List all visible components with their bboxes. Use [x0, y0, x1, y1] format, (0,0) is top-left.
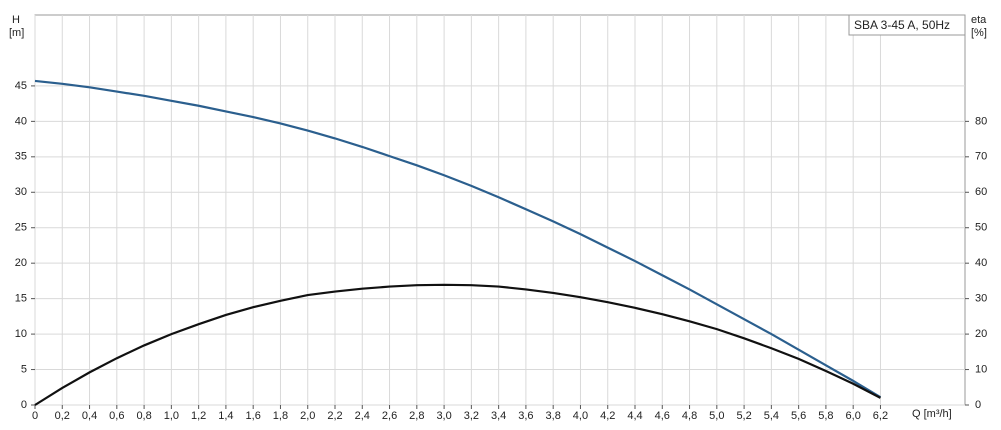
legend-box [848, 14, 966, 36]
y2-tick-label: 20 [975, 328, 987, 340]
x-tick-label: 1,4 [218, 410, 233, 422]
curve-eta [34, 283, 881, 406]
y2-tick-label: 10 [975, 363, 987, 375]
x-tick-label: 0,8 [136, 410, 151, 422]
y-axis-label: [m] [9, 27, 24, 39]
x-tick-label: 3,6 [518, 410, 533, 422]
y-tick-label: 5 [21, 363, 27, 375]
y2-tick-label: 60 [975, 186, 987, 198]
x-tick-label: 4,2 [600, 410, 615, 422]
x-tick-label: 4,8 [682, 410, 697, 422]
x-tick-label: 5,0 [709, 410, 724, 422]
y2-tick-label: 0 [975, 399, 981, 411]
x-tick-label: 1,6 [246, 410, 261, 422]
x-tick-label: 3,8 [546, 410, 561, 422]
y2-tick-label: 80 [975, 115, 987, 127]
x-tick-label: 6,0 [846, 410, 861, 422]
x-tick-label: 5,4 [764, 410, 779, 422]
x-tick-label: 3,0 [436, 410, 451, 422]
x-tick-label: 6,2 [873, 410, 888, 422]
y-tick-label: 15 [15, 293, 27, 305]
y-tick-label: 25 [15, 222, 27, 234]
x-tick-label: 1,0 [164, 410, 179, 422]
y-tick-label: 30 [15, 186, 27, 198]
x-tick-label: 2,4 [355, 410, 370, 422]
x-tick-label: 1,2 [191, 410, 206, 422]
x-tick-label: 3,4 [491, 410, 506, 422]
y2-axis-label: [%] [971, 27, 987, 39]
x-tick-label: 4,0 [573, 410, 588, 422]
x-tick-label: 0,4 [82, 410, 97, 422]
x-axis-label: Q [m³/h] [912, 408, 952, 420]
x-tick-label: 5,2 [736, 410, 751, 422]
x-tick-label: 0 [32, 410, 38, 422]
y-tick-label: 20 [15, 257, 27, 269]
y2-tick-label: 50 [975, 222, 987, 234]
x-tick-label: 0,2 [55, 410, 70, 422]
plot-area [34, 14, 966, 406]
x-tick-label: 4,6 [655, 410, 670, 422]
y-tick-label: 45 [15, 80, 27, 92]
x-tick-label: 2,2 [327, 410, 342, 422]
x-tick-label: 2,0 [300, 410, 315, 422]
x-tick-label: 2,8 [409, 410, 424, 422]
y-axis-label: H [12, 14, 20, 26]
curve-H [34, 79, 882, 399]
y-tick-label: 0 [21, 399, 27, 411]
x-tick-label: 5,8 [818, 410, 833, 422]
x-tick-label: 5,6 [791, 410, 806, 422]
y2-axis-label: eta [971, 14, 987, 26]
y-tick-label: 10 [15, 328, 27, 340]
y-tick-label: 40 [15, 115, 27, 127]
legend-label: SBA 3-45 A, 50Hz [854, 18, 950, 32]
x-tick-label: 1,8 [273, 410, 288, 422]
y-tick-label: 35 [15, 151, 27, 163]
x-tick-label: 3,2 [464, 410, 479, 422]
x-tick-label: 4,4 [627, 410, 642, 422]
y2-tick-label: 40 [975, 257, 987, 269]
y2-tick-label: 30 [975, 293, 987, 305]
y2-tick-label: 70 [975, 151, 987, 163]
x-tick-label: 0,6 [109, 410, 124, 422]
x-tick-label: 2,6 [382, 410, 397, 422]
